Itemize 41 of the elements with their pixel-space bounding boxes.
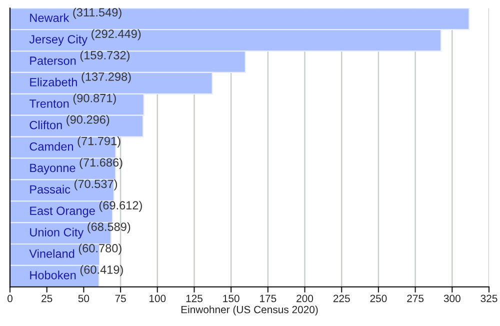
x-tick-label: 325 [480,294,498,302]
x-tick-label: 300 [444,294,460,302]
x-tick-label: 25 [42,294,52,302]
x-tick-label: 200 [296,294,314,302]
data-label: (70.537) [74,179,118,190]
x-tick-label: 50 [78,294,90,302]
y-tick-label: Passaic [30,184,70,194]
data-label: (292.449) [92,29,141,40]
x-tick-label: 0 [8,294,12,302]
data-label: (68.589) [88,222,130,234]
x-tick-label: 125 [186,294,202,302]
y-tick-label: Vineland [29,249,74,258]
y-tick-label: Camden [30,142,74,151]
y-tick-label: Hoboken [30,270,76,280]
data-label: (60.419) [80,265,123,276]
x-tick-label: 175 [260,294,276,302]
y-tick-label: Jersey City [29,34,88,46]
data-label: (311.549) [73,8,122,19]
data-label: (137.298) [82,72,131,84]
data-label: (69.612) [99,200,142,212]
x-tick-label: 225 [333,294,350,302]
x-tick-label: 250 [370,294,387,302]
data-label: (71.791) [78,136,120,148]
y-tick-label: Elizabeth [30,78,77,86]
data-label: (159.732) [80,50,130,62]
data-label: (71.686) [80,158,122,169]
y-tick-label: Paterson [30,56,76,65]
x-tick-label: 75 [115,294,126,302]
y-tick-label: Trenton [29,100,69,108]
x-tick-label: 100 [149,294,166,302]
data-label: (90.871) [73,94,116,105]
x-tick-label: 275 [407,294,424,302]
y-tick-label: Clifton [30,120,62,130]
y-tick-label: Union City [30,228,84,239]
y-tick-label: Newark [30,13,70,22]
x-tick-label: 150 [223,294,240,302]
y-tick-label: East Orange [30,206,95,218]
data-label: (60.780) [78,244,122,255]
x-axis-title: Einwohner (US Census 2020) [181,306,318,316]
data-label: (90.296) [66,115,110,126]
y-tick-label: Bayonne [30,164,76,174]
